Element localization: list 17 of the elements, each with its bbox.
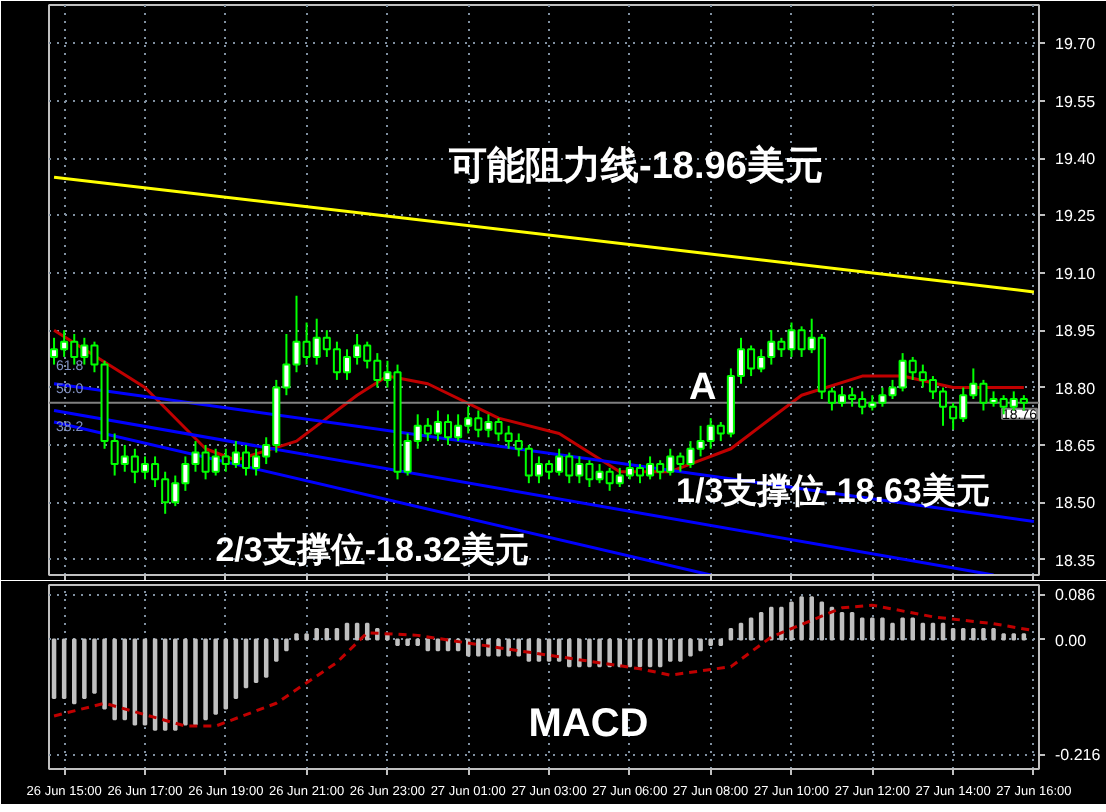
- annotation: A: [688, 366, 717, 409]
- annotation: 可能阻力线-18.96美元: [447, 144, 823, 189]
- y-tick-label: 18.80: [1055, 379, 1097, 398]
- y-tick-label: 18.50: [1055, 494, 1097, 513]
- y-tick-label: 19.70: [1055, 35, 1097, 54]
- y-tick-label: 0.00: [1055, 631, 1088, 650]
- y-tick-label: 19.40: [1055, 150, 1097, 169]
- y-tick-label: 19.25: [1055, 207, 1097, 226]
- y-tick-label: 18.65: [1055, 436, 1097, 455]
- y-tick-label: 19.10: [1055, 264, 1097, 283]
- annotation: MACD: [528, 702, 649, 747]
- y-tick-label: 18.95: [1055, 322, 1097, 341]
- y-tick-label: 0.086: [1055, 586, 1097, 605]
- y-tick-label: 18.35: [1055, 551, 1097, 570]
- y-tick-label: -0.216: [1055, 746, 1102, 765]
- y-tick-label: 19.55: [1055, 92, 1097, 111]
- annotation: 2/3支撑位-18.32美元: [215, 530, 530, 569]
